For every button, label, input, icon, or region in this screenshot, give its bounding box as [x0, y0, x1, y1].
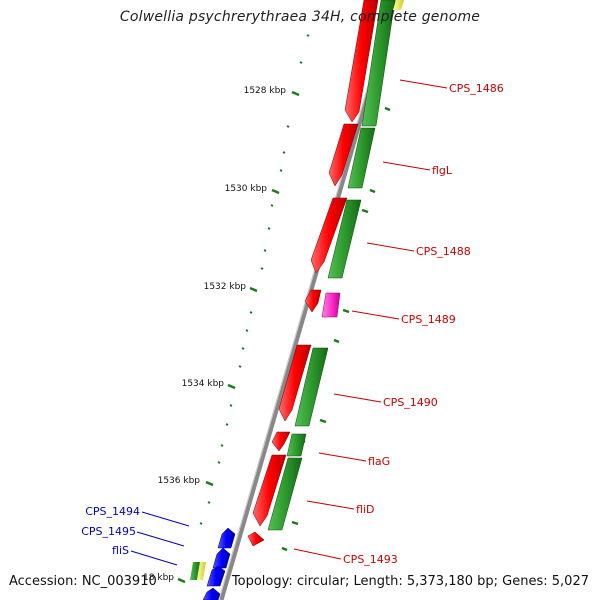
gene-arrow-cps-1493[interactable]	[247, 531, 265, 547]
gene-label: CPS_1495	[81, 525, 136, 538]
tick-label: 1534 kbp	[182, 379, 225, 389]
tick-label: 1530 kbp	[225, 184, 268, 194]
gene-arrow-flis[interactable]	[206, 565, 226, 587]
gene-label: fliD	[356, 503, 374, 516]
gene-label: flaG	[368, 455, 390, 468]
cds-cps-1490[interactable]	[294, 347, 329, 427]
leader-lines-left	[130, 511, 190, 566]
tick-labels: 1528 kbp 1530 kbp 1532 kbp 1534 kbp 1536 kbp…	[143, 86, 286, 583]
cds-flag[interactable]	[286, 433, 307, 457]
tick-label: 1528 kbp	[244, 86, 287, 96]
forward-genes	[247, 0, 379, 547]
gene-arrow-cps-1488[interactable]	[310, 197, 348, 274]
cds-flgl[interactable]	[347, 127, 376, 189]
gene-arrow-cps-1490[interactable]	[278, 344, 312, 422]
gene-label: CPS_1488	[416, 245, 471, 258]
topology-text: Topology: circular; Length: 5,373,180 bp…	[231, 574, 589, 589]
rna-cps-1489[interactable]	[321, 292, 341, 318]
gene-fragment-top[interactable]	[393, 0, 404, 10]
cds-features	[267, 0, 396, 531]
gene-arrow-cps-1489[interactable]	[304, 289, 322, 313]
cds-cps-1488[interactable]	[327, 199, 362, 279]
accession-text: Accession: NC_003910	[9, 574, 157, 589]
small-fragment	[190, 562, 206, 580]
gene-label: CPS_1486	[449, 82, 504, 95]
cds-flid[interactable]	[267, 457, 303, 531]
gene-arrow-bottom[interactable]	[202, 587, 221, 600]
reverse-genes	[202, 527, 236, 600]
gene-label: CPS_1493	[343, 553, 398, 566]
gene-arrow-cps-1495[interactable]	[212, 547, 231, 569]
gene-labels-left: CPS_1494 CPS_1495 fliS	[81, 505, 140, 557]
feature-ticks	[281, 106, 391, 552]
cds-cps-1486[interactable]	[361, 0, 396, 127]
major-ticks	[177, 90, 300, 584]
gene-arrow-flgl[interactable]	[328, 123, 359, 187]
gene-label: fliS	[112, 544, 129, 557]
tick-label: 18 kbp	[143, 573, 174, 583]
gene-label: CPS_1494	[85, 505, 140, 518]
gene-label: flgL	[432, 164, 453, 177]
map-title: Colwellia psychrerythraea 34H, complete …	[119, 9, 481, 25]
gene-label: CPS_1490	[383, 396, 438, 409]
gene-arrow-cps-1486[interactable]	[344, 0, 379, 123]
gene-arrow-cps-1494[interactable]	[217, 527, 236, 549]
gene-arrow-flag[interactable]	[271, 431, 291, 452]
gene-labels-right: CPS_1486 flgL CPS_1488 CPS_1489 CPS_1490 flaG…	[343, 82, 504, 566]
tick-label: 1532 kbp	[204, 282, 247, 292]
gene-arrow-flid[interactable]	[252, 454, 287, 527]
gene-label: CPS_1489	[401, 313, 456, 326]
leader-lines-right	[293, 79, 448, 560]
tick-label: 1536 kbp	[158, 476, 201, 486]
tick-dots	[199, 34, 310, 525]
